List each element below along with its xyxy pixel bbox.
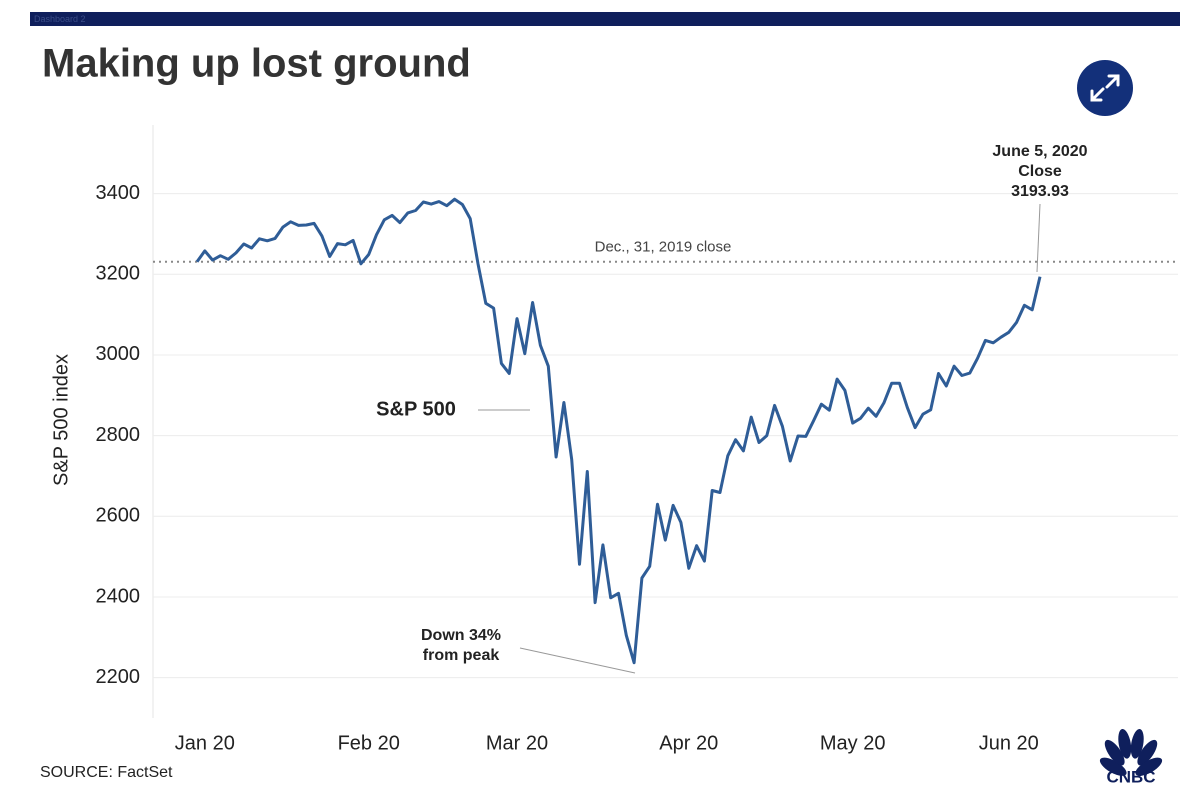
y-tick-label: 2400 — [96, 585, 141, 607]
annotation: from peak — [423, 647, 500, 664]
x-tick-label: Mar 20 — [486, 732, 548, 754]
y-tick-label: 2600 — [96, 505, 141, 527]
x-tick-label: Apr 20 — [659, 732, 718, 754]
y-tick-label: 3400 — [96, 182, 141, 204]
annotation-leader — [519, 647, 636, 674]
annotation: Close — [1018, 163, 1062, 180]
annotation-leader — [1036, 203, 1041, 273]
x-tick-label: Feb 20 — [338, 732, 400, 754]
data-line — [195, 197, 1042, 665]
logo-text: CNBC — [1106, 767, 1155, 786]
y-tick-label: 2800 — [96, 424, 141, 446]
y-tick-label: 2200 — [96, 666, 141, 688]
top-bar — [30, 12, 1180, 26]
y-tick-label: 3200 — [96, 263, 141, 285]
expand-button[interactable] — [1077, 60, 1133, 116]
annotation: June 5, 2020 — [992, 143, 1087, 160]
annotation: S&P 500 — [376, 398, 456, 420]
y-tick-label: 3000 — [96, 343, 141, 365]
x-tick-label: Jun 20 — [979, 732, 1039, 754]
x-tick-label: May 20 — [820, 732, 886, 754]
dashboard-label: Dashboard 2 — [34, 14, 86, 24]
reference-label: Dec., 31, 2019 close — [595, 239, 732, 256]
source: SOURCE: FactSet — [40, 764, 173, 781]
chart-title: Making up lost ground — [42, 42, 471, 86]
y-axis-label: S&P 500 index — [50, 354, 72, 486]
annotation: Down 34% — [421, 627, 501, 644]
cnbc-logo: CNBC — [1099, 729, 1163, 786]
annotation: 3193.93 — [1011, 183, 1069, 200]
x-tick-label: Jan 20 — [175, 732, 235, 754]
